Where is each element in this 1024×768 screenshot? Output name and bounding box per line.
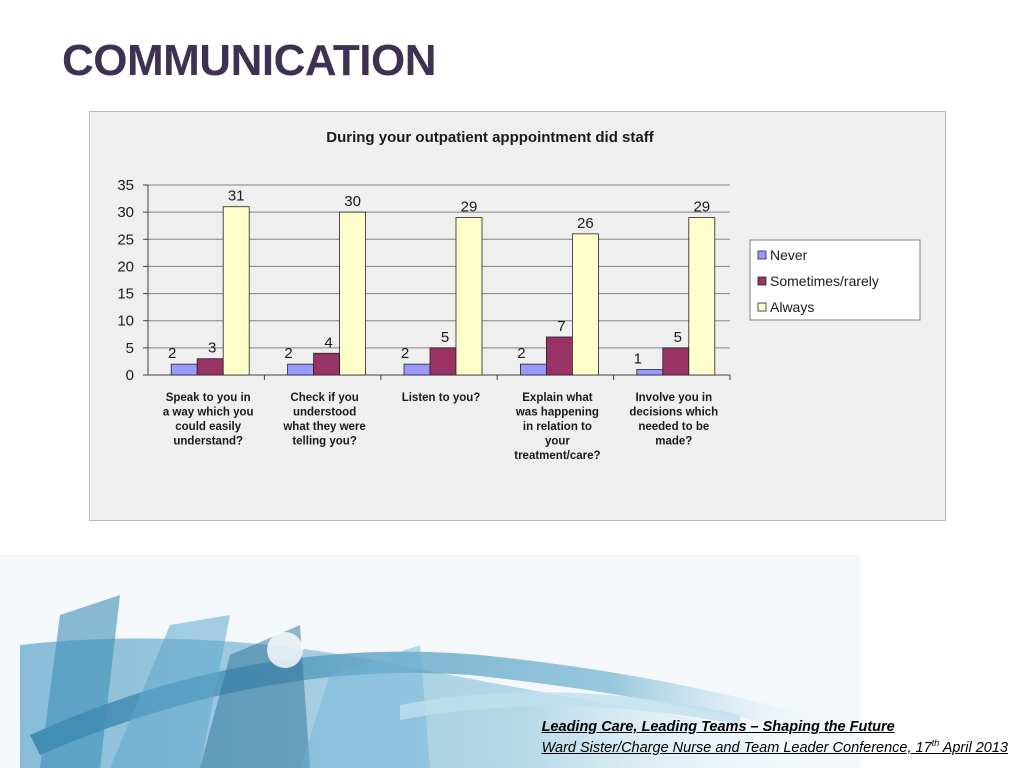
x-category-label: was happening [515,407,599,419]
bar-never [636,369,664,376]
bar-never [403,363,431,376]
y-tick-label: 5 [126,340,134,357]
bar-never [287,363,315,376]
data-label: 31 [228,188,245,205]
x-category-label: in relation to [523,421,592,433]
x-category-label: made? [655,436,692,448]
x-category-label: understand? [173,436,243,448]
x-category-label: could easily [175,421,241,433]
data-label: 30 [344,193,361,210]
x-category-label: treatment/care? [514,450,600,462]
bar-always [339,211,367,376]
legend-swatch [757,250,767,260]
x-category-label: needed to be [638,421,709,433]
legend-entry: Sometimes/rarely [770,273,879,289]
x-category-label: Explain what [522,392,592,404]
y-tick-label: 20 [117,258,134,275]
footer-conference-details: Ward Sister/Charge Nurse and Team Leader… [542,738,1008,756]
footer-details-date: April 2013 [939,739,1008,756]
legend-box [749,239,921,321]
footer-details-sup: th [931,738,940,748]
x-category-label: Involve you in [635,392,712,404]
chart-title: During your outpatient apppointment did … [326,129,654,146]
y-tick-label: 0 [126,367,134,384]
data-label: 29 [461,199,478,216]
footer: Leading Care, Leading Teams – Shaping th… [542,719,1008,756]
bar-sometimes-rarely [662,347,690,376]
decorative-wave-graphic [0,555,860,768]
x-category-label: telling you? [292,436,357,448]
legend-entry: Never [770,247,808,263]
data-label: 2 [168,345,176,362]
x-category-label: a way which you [163,407,254,419]
y-tick-label: 25 [117,231,134,248]
data-label: 4 [324,334,332,351]
data-label: 2 [517,345,525,362]
bar-never [170,363,198,376]
legend-swatch [757,302,767,312]
x-category-label: what they were [282,421,365,433]
bar-sometimes-rarely [429,347,457,376]
data-label: 2 [284,345,292,362]
y-tick-label: 15 [117,286,134,303]
x-category-label: understood [293,407,356,419]
x-category-label: decisions which [629,407,718,419]
y-tick-label: 10 [117,313,134,330]
y-tick-label: 30 [117,204,134,221]
bar-always [455,217,483,376]
x-category-label: Listen to you? [402,392,481,404]
bar-never [519,363,547,376]
legend-entry: Always [770,299,814,315]
bar-sometimes-rarely [545,336,573,376]
data-label: 5 [674,329,682,346]
x-category-label: your [545,436,570,448]
data-label: 1 [634,351,642,368]
footer-details-text: Ward Sister/Charge Nurse and Team Leader… [541,739,932,756]
y-tick-label: 35 [117,177,134,194]
data-label: 3 [208,340,216,357]
legend-swatch [757,276,767,286]
bar-chart: During your outpatient apppointment did … [117,129,921,462]
bar-sometimes-rarely [196,358,224,376]
slide-title: COMMUNICATION [62,36,436,85]
bar-always [222,206,250,376]
data-label: 29 [693,199,710,216]
data-label: 26 [577,215,594,232]
data-label: 5 [441,329,449,346]
bar-always [571,233,599,376]
bar-sometimes-rarely [313,352,341,376]
data-label: 7 [557,318,565,335]
data-label: 2 [401,345,409,362]
chart-frame: During your outpatient apppointment did … [89,111,946,521]
footer-conference-tagline: Leading Care, Leading Teams – Shaping th… [541,719,895,735]
x-category-label: Speak to you in [166,392,251,404]
bar-always [688,217,716,376]
x-category-label: Check if you [290,392,358,404]
